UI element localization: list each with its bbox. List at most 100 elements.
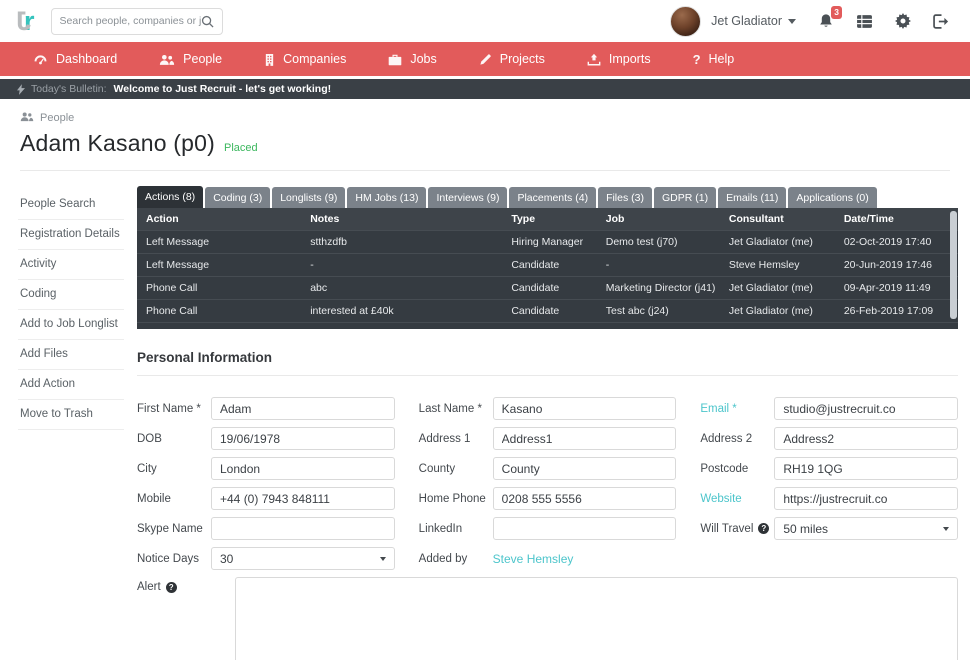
list-view-button[interactable]	[856, 14, 873, 29]
user-avatar[interactable]	[670, 5, 702, 37]
tab-actions[interactable]: Actions (8)	[137, 186, 204, 208]
briefcase-icon	[388, 53, 402, 66]
datetime-cell: 20-Jun-2019 17:46	[834, 253, 958, 277]
nav-item-help[interactable]: ? Help	[672, 42, 756, 76]
skype-name-label: Skype Name	[137, 522, 203, 535]
address1-label: Address 1	[418, 432, 471, 445]
job-link[interactable]: Demo test (j70)	[596, 230, 720, 254]
upload-icon	[587, 53, 601, 66]
help-icon: ?	[692, 51, 701, 67]
table-row: Phone Call abc Candidate Marketing Direc…	[137, 276, 958, 300]
logo-glyph-r: r	[24, 5, 35, 36]
bolt-icon	[17, 83, 25, 95]
tab-files[interactable]: Files (3)	[598, 187, 652, 208]
email-label[interactable]: Email *	[700, 402, 737, 415]
tab-hm-jobs[interactable]: HM Jobs (13)	[347, 187, 427, 208]
last-name-label: Last Name *	[418, 402, 482, 415]
notes-cell: abc	[301, 276, 503, 300]
consultant-link[interactable]: Jet Gladiator (me)	[719, 299, 835, 322]
notifications-button[interactable]: 3	[818, 6, 842, 29]
sidebar-item-add-files[interactable]: Add Files	[18, 340, 124, 370]
will-travel-label: Will Travel ?	[700, 523, 774, 535]
added-by-link[interactable]: Steve Hemsley	[492, 551, 574, 566]
breadcrumb[interactable]: People	[20, 111, 950, 125]
will-travel-value: 50 miles	[783, 521, 829, 536]
first-name-field[interactable]	[211, 397, 395, 420]
home-phone-label: Home Phone	[418, 492, 486, 505]
postcode-field[interactable]	[774, 457, 959, 480]
will-travel-help-icon[interactable]: ?	[758, 523, 770, 534]
notice-days-select[interactable]: 30	[211, 547, 395, 570]
content-area: People Search Registration Details Activ…	[0, 171, 970, 660]
sidebar-item-add-to-job-longlist[interactable]: Add to Job Longlist	[18, 310, 124, 340]
global-search[interactable]	[50, 7, 223, 35]
settings-gear-button[interactable]	[895, 13, 911, 29]
tab-longlists[interactable]: Longlists (9)	[272, 187, 346, 208]
alert-help-icon[interactable]: ?	[165, 581, 177, 593]
table-header-row: Action Notes Type Job Consultant Date/Ti…	[137, 208, 958, 231]
job-link[interactable]: Marketing Director (j41)	[596, 276, 720, 300]
tab-coding[interactable]: Coding (3)	[205, 187, 271, 208]
postcode-label: Postcode	[700, 462, 749, 475]
last-name-field[interactable]	[492, 397, 677, 420]
consultant-link[interactable]: Jet Gladiator (me)	[719, 230, 835, 254]
search-icon[interactable]	[201, 15, 214, 28]
county-label: County	[418, 462, 456, 475]
col-job: Job	[596, 208, 720, 231]
will-travel-select[interactable]: 50 miles	[774, 517, 959, 540]
bulletin-label: Today's Bulletin:	[31, 83, 107, 95]
tab-placements[interactable]: Placements (4)	[509, 187, 597, 208]
website-field[interactable]	[774, 487, 959, 510]
home-phone-field[interactable]	[492, 487, 677, 510]
alert-textarea[interactable]	[235, 577, 958, 660]
user-menu[interactable]: Jet Gladiator	[711, 14, 796, 28]
search-input[interactable]	[59, 15, 201, 27]
sidebar-item-activity[interactable]: Activity	[18, 250, 124, 280]
sign-out-button[interactable]	[933, 13, 950, 29]
action-link[interactable]: Left Message	[137, 253, 302, 277]
nav-item-imports[interactable]: Imports	[566, 42, 672, 76]
nav-item-jobs[interactable]: Jobs	[367, 42, 457, 76]
action-link[interactable]: Phone Call	[137, 276, 302, 300]
nav-item-companies[interactable]: Companies	[243, 42, 367, 76]
table-scrollbar[interactable]	[950, 211, 957, 319]
city-field[interactable]	[211, 457, 395, 480]
skype-name-field[interactable]	[211, 517, 395, 540]
address1-field[interactable]	[492, 427, 677, 450]
notification-badge: 3	[831, 6, 842, 19]
county-field[interactable]	[492, 457, 677, 480]
consultant-link[interactable]: Steve Hemsley	[719, 253, 835, 277]
title-row: Adam Kasano (p0) Placed	[20, 130, 950, 157]
type-cell: Candidate	[502, 253, 597, 277]
people-breadcrumb-icon	[20, 111, 34, 125]
sidebar-item-registration-details[interactable]: Registration Details	[18, 220, 124, 250]
sidebar-item-coding[interactable]: Coding	[18, 280, 124, 310]
nav-label: Help	[708, 52, 735, 66]
dob-field[interactable]	[211, 427, 395, 450]
mobile-field[interactable]	[211, 487, 395, 510]
consultant-link[interactable]: Jet Gladiator (me)	[719, 276, 835, 300]
sidebar-item-people-search[interactable]: People Search	[18, 190, 124, 220]
notice-days-value: 30	[220, 551, 234, 566]
sidebar-item-move-to-trash[interactable]: Move to Trash	[18, 400, 124, 430]
website-label[interactable]: Website	[700, 492, 742, 505]
nav-item-people[interactable]: People	[138, 42, 243, 76]
tab-emails[interactable]: Emails (11)	[718, 187, 787, 208]
nav-item-projects[interactable]: Projects	[458, 42, 566, 76]
linkedin-field[interactable]	[492, 517, 677, 540]
tab-applications[interactable]: Applications (0)	[788, 187, 877, 208]
tab-gdpr[interactable]: GDPR (1)	[653, 187, 717, 208]
nav-label: Jobs	[410, 52, 437, 66]
nav-item-dashboard[interactable]: Dashboard	[12, 42, 138, 76]
sidebar-item-add-action[interactable]: Add Action	[18, 370, 124, 400]
action-link[interactable]: Phone Call	[137, 299, 302, 322]
datetime-cell: 02-Oct-2019 17:40	[834, 230, 958, 254]
bulletin-message: Welcome to Just Recruit - let's get work…	[113, 83, 332, 95]
tab-interviews[interactable]: Interviews (9)	[428, 187, 508, 208]
address2-field[interactable]	[774, 427, 959, 450]
job-link[interactable]: Test abc (j24)	[596, 299, 720, 322]
email-field[interactable]	[774, 397, 959, 420]
action-link[interactable]: Left Message	[137, 230, 302, 254]
